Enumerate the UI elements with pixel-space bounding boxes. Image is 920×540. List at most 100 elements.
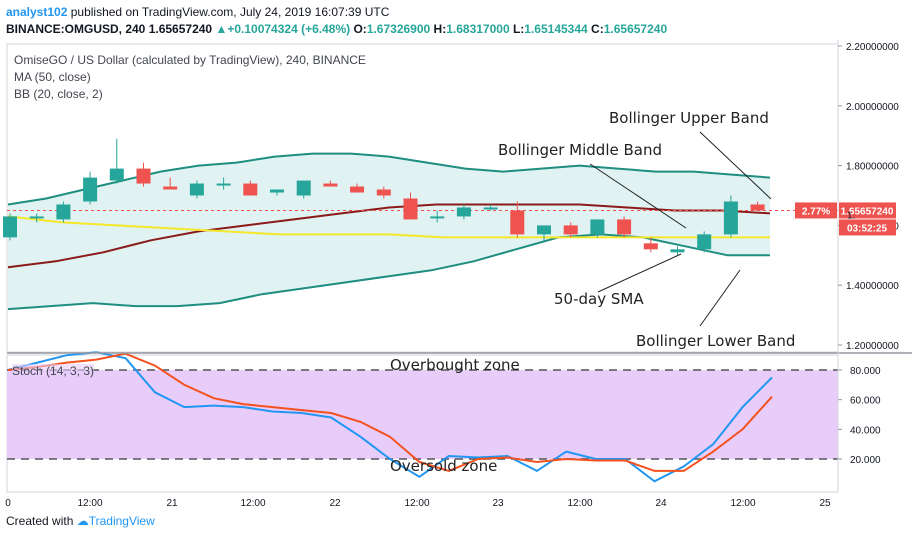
low-label: L:: [512, 22, 525, 36]
created-with-label: Created with: [6, 514, 74, 528]
countdown-tag-text: 03:52:25: [847, 223, 887, 234]
publish-info: analyst102 published on TradingView.com,…: [6, 5, 389, 19]
candle: [163, 186, 178, 190]
ma-legend: MA (50, close): [14, 70, 91, 84]
candle: [109, 168, 124, 181]
up-arrow-icon: ▲: [215, 22, 228, 36]
candle: [350, 186, 365, 193]
candle: [590, 219, 605, 235]
chart-title: OmiseGO / US Dollar (calculated by Tradi…: [14, 53, 366, 67]
price-pane[interactable]: [3, 43, 839, 353]
x-tick-label: 24: [655, 498, 667, 509]
candle: [3, 216, 17, 238]
stoch-pane[interactable]: [6, 351, 839, 493]
candle: [270, 189, 284, 193]
price-chart[interactable]: 2.200000002.000000001.800000001.60000000…: [0, 40, 920, 512]
candle: [723, 201, 738, 235]
high-label: H:: [433, 22, 447, 36]
candle: [376, 189, 391, 196]
candle: [216, 183, 231, 186]
price-tag-text: 1.65657240: [841, 206, 894, 217]
arrow-middle: [589, 163, 687, 229]
candle: [56, 204, 71, 220]
candle: [510, 210, 525, 235]
annotations: Bollinger Upper Band Bollinger Middle Ban…: [390, 109, 795, 475]
label-lower-band: Bollinger Lower Band: [636, 332, 795, 350]
x-tick-label: 22: [329, 498, 341, 509]
bb-upper-line: [7, 152, 771, 206]
candle: [403, 198, 418, 220]
stoch-tick-label: 20.000: [850, 455, 881, 466]
stoch-tick-label: 60.000: [850, 396, 881, 407]
candle: [243, 183, 258, 196]
candle: [323, 183, 338, 187]
author-link[interactable]: analyst102: [6, 5, 68, 19]
label-oversold: Oversold zone: [390, 457, 497, 475]
candle: [296, 180, 311, 196]
brand-name[interactable]: TradingView: [88, 514, 155, 528]
stoch-tick-label: 40.000: [850, 425, 881, 436]
candle: [643, 243, 658, 250]
x-tick-label: 12:00: [77, 498, 102, 509]
y-tick-label: 1.80000000: [846, 162, 899, 173]
y-tick-label: 1.20000000: [846, 341, 899, 352]
arrow-upper: [699, 131, 772, 200]
label-middle-band: Bollinger Middle Band: [498, 141, 662, 159]
bb-basis-line: [7, 203, 771, 269]
label-upper-band: Bollinger Upper Band: [609, 109, 769, 127]
x-tick-label: 0: [5, 498, 11, 509]
candle: [563, 225, 578, 235]
x-tick-label: 25: [819, 498, 831, 509]
candle: [537, 225, 551, 235]
stoch-tick-label: 80.000: [850, 366, 881, 377]
y-tick-label: 2.00000000: [846, 102, 899, 113]
low-value: 1.65145344: [524, 22, 588, 36]
open-value: 1.67326900: [366, 22, 431, 36]
candle: [430, 216, 445, 219]
candle: [750, 204, 765, 211]
candle: [83, 177, 98, 202]
price-tag: [839, 202, 896, 219]
countdown-tag: [839, 219, 896, 236]
label-sma: 50-day SMA: [554, 290, 644, 308]
x-tick-label: 12:00: [240, 498, 265, 509]
published-text: published on TradingView.com, July 24, 2…: [70, 5, 390, 19]
x-tick-label: 12:00: [404, 498, 429, 509]
arrow-sma: [597, 253, 682, 293]
high-value: 1.68317000: [446, 22, 510, 36]
candle: [617, 219, 632, 235]
stoch-d-line: [7, 352, 773, 472]
candle: [189, 183, 204, 196]
candle: [670, 249, 685, 253]
bb-legend: BB (20, close, 2): [14, 87, 103, 101]
candle: [456, 207, 471, 217]
x-tick-label: 23: [492, 498, 504, 509]
stoch-legend: Stoch (14, 3, 3): [12, 364, 95, 378]
open-label: O:: [353, 22, 367, 36]
change: +0.10074324 (+6.48%): [227, 22, 351, 36]
stoch-zone: [7, 370, 838, 459]
close-label: C:: [591, 22, 604, 36]
x-tick-label: 12:00: [730, 498, 755, 509]
ma50-line: [7, 215, 770, 239]
tradingview-logo-icon: ☁: [76, 514, 89, 528]
x-tick-label: 12:00: [567, 498, 592, 509]
x-tick-label: 21: [166, 498, 178, 509]
candle: [136, 168, 151, 184]
label-overbought: Overbought zone: [390, 356, 520, 374]
arrow-lower: [699, 269, 741, 327]
candle: [29, 216, 44, 219]
stoch-k-line: [7, 351, 773, 483]
axes: 2.200000002.000000001.800000001.60000000…: [5, 40, 912, 509]
symbol-info: BINANCE:OMGUSD, 240 1.65657240 ▲+0.10074…: [6, 22, 667, 36]
footer: Created with ☁TradingView: [6, 514, 155, 528]
pct-tag: [795, 202, 837, 219]
pct-tag-text: 2.77%: [802, 206, 830, 217]
hidden-tick-label: 1.: [847, 210, 855, 221]
symbol: BINANCE:OMGUSD, 240: [6, 22, 146, 36]
last-price: 1.65657240: [148, 22, 213, 36]
candle: [697, 234, 712, 250]
y-tick-label: 2.20000000: [846, 42, 899, 53]
candle: [483, 207, 498, 210]
close-value: 1.65657240: [603, 22, 668, 36]
